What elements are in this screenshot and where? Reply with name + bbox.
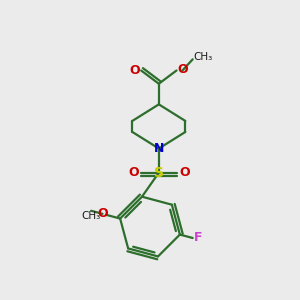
Text: CH₃: CH₃	[82, 211, 101, 221]
Text: O: O	[97, 207, 108, 220]
Text: O: O	[179, 166, 190, 179]
Text: N: N	[154, 142, 164, 155]
Text: F: F	[194, 232, 203, 244]
Text: O: O	[128, 166, 139, 179]
Text: O: O	[129, 64, 140, 77]
Text: S: S	[154, 166, 164, 180]
Text: O: O	[177, 63, 188, 76]
Text: CH₃: CH₃	[194, 52, 213, 62]
